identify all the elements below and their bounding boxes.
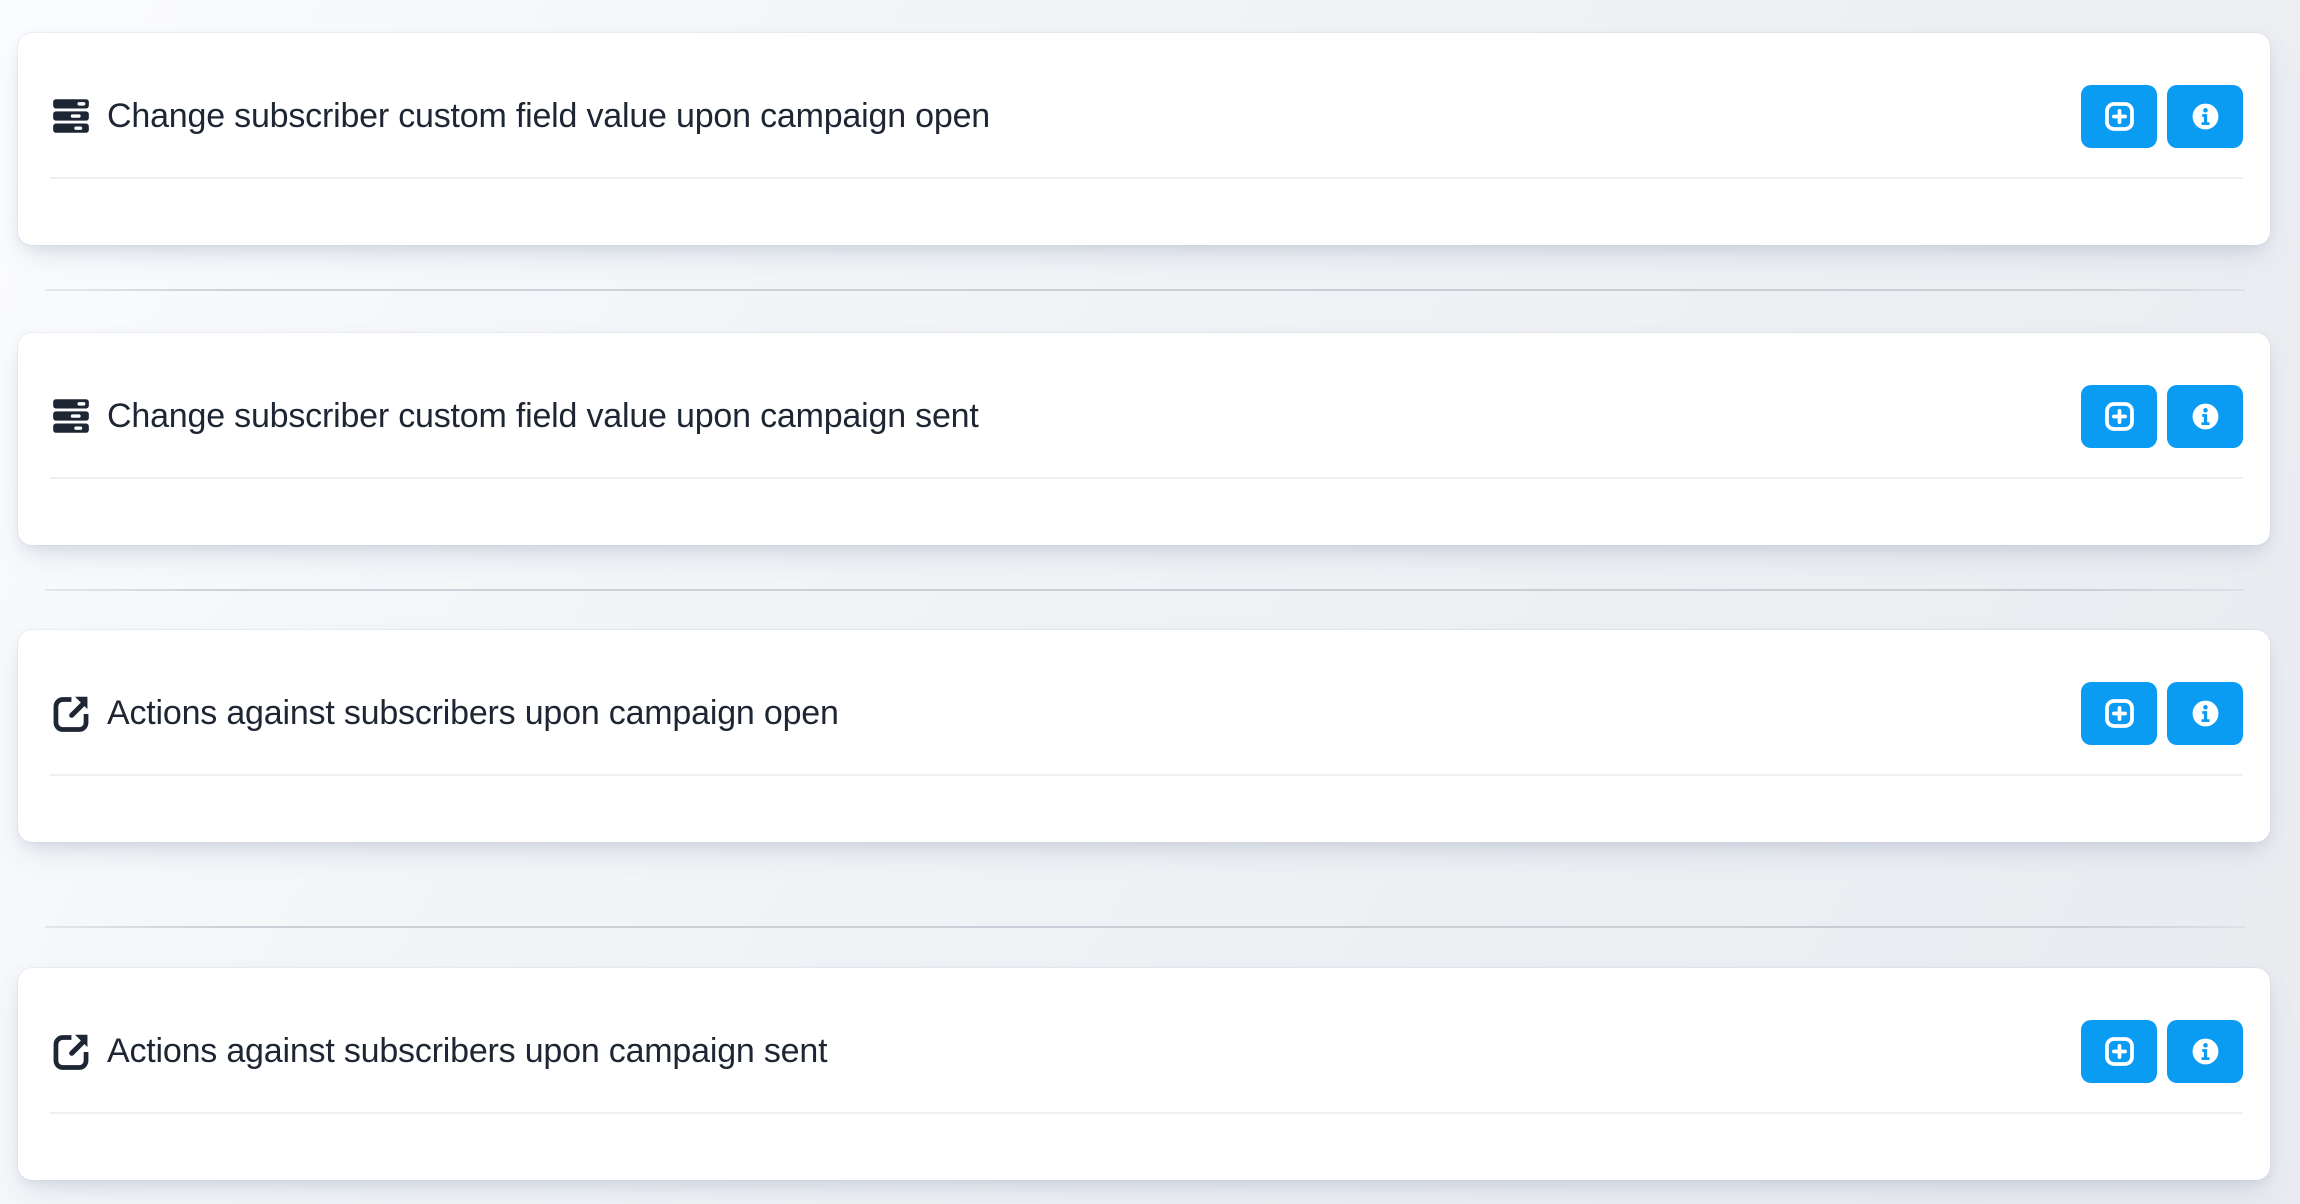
add-action-button[interactable] xyxy=(2081,84,2157,148)
card-header: Actions against subscribers upon campaig… xyxy=(18,630,2270,774)
card-title-label: Change subscriber custom field value upo… xyxy=(107,96,990,135)
card-header: Change subscriber custom field value upo… xyxy=(18,33,2270,177)
card-body-empty xyxy=(18,179,2270,245)
card-title-label: Actions against subscribers upon campaig… xyxy=(107,693,839,732)
info-button[interactable] xyxy=(2167,84,2243,148)
section-divider xyxy=(45,589,2245,591)
card-subscriber-actions-campaign-sent: Actions against subscribers upon campaig… xyxy=(18,968,2270,1180)
plus-square-icon xyxy=(2104,1036,2134,1066)
add-action-button[interactable] xyxy=(2081,384,2157,448)
card-divider xyxy=(50,1112,2243,1114)
plus-square-icon xyxy=(2104,698,2134,728)
card-actions xyxy=(2081,84,2243,148)
card-body-empty xyxy=(18,479,2270,545)
add-action-button[interactable] xyxy=(2081,681,2157,745)
card-header: Actions against subscribers upon campaig… xyxy=(18,968,2270,1112)
card-divider xyxy=(50,177,2243,179)
card-custom-field-campaign-sent: Change subscriber custom field value upo… xyxy=(18,333,2270,545)
info-circle-icon xyxy=(2192,403,2218,429)
card-title: Change subscriber custom field value upo… xyxy=(50,95,990,137)
server-icon xyxy=(53,399,89,433)
info-button[interactable] xyxy=(2167,384,2243,448)
section-gap xyxy=(0,842,2300,968)
section-divider xyxy=(45,289,2245,291)
card-subscriber-actions-campaign-open: Actions against subscribers upon campaig… xyxy=(18,630,2270,842)
card-title-label: Actions against subscribers upon campaig… xyxy=(107,1031,828,1070)
plus-square-icon xyxy=(2104,101,2134,131)
info-button[interactable] xyxy=(2167,681,2243,745)
info-circle-icon xyxy=(2192,103,2218,129)
card-title: Actions against subscribers upon campaig… xyxy=(50,1030,828,1072)
plus-square-icon xyxy=(2104,401,2134,431)
add-action-button[interactable] xyxy=(2081,1019,2157,1083)
card-divider xyxy=(50,774,2243,776)
card-body-empty xyxy=(18,1114,2270,1180)
external-link-icon xyxy=(50,692,92,734)
section-gap xyxy=(0,545,2300,630)
info-button[interactable] xyxy=(2167,1019,2243,1083)
card-actions xyxy=(2081,384,2243,448)
section-gap xyxy=(0,245,2300,333)
info-circle-icon xyxy=(2192,700,2218,726)
card-body-empty xyxy=(18,776,2270,842)
card-header: Change subscriber custom field value upo… xyxy=(18,333,2270,477)
card-actions xyxy=(2081,681,2243,745)
card-title: Actions against subscribers upon campaig… xyxy=(50,692,839,734)
card-title: Change subscriber custom field value upo… xyxy=(50,395,979,437)
server-icon xyxy=(53,99,89,133)
card-title-label: Change subscriber custom field value upo… xyxy=(107,396,979,435)
external-link-icon xyxy=(50,1030,92,1072)
card-divider xyxy=(50,477,2243,479)
info-circle-icon xyxy=(2192,1038,2218,1064)
card-actions xyxy=(2081,1019,2243,1083)
section-divider xyxy=(45,926,2245,928)
card-custom-field-campaign-open: Change subscriber custom field value upo… xyxy=(18,33,2270,245)
